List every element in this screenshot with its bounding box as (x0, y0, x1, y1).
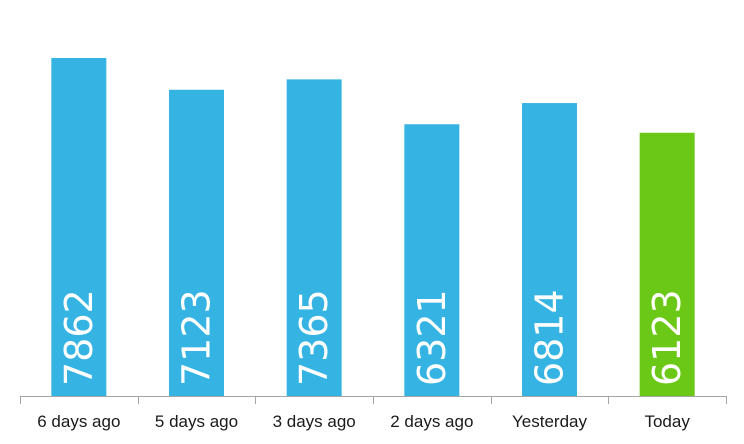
value-label: 7365 (292, 289, 336, 386)
category-label: 3 days ago (273, 412, 356, 431)
bar-3-days-ago (286, 79, 342, 397)
bars-group (51, 58, 695, 397)
value-label: 6814 (528, 289, 572, 386)
value-labels-group: 7862 7123 7365 6321 6814 6123 (57, 289, 689, 386)
value-label: 7862 (57, 289, 101, 386)
value-label: 7123 (175, 289, 219, 386)
bar-today (639, 132, 695, 397)
bar-yesterday (522, 103, 577, 396)
category-label: 5 days ago (155, 412, 238, 431)
category-label: 6 days ago (37, 412, 120, 431)
category-label: Yesterday (512, 412, 587, 431)
x-axis (20, 396, 727, 404)
category-label: Today (644, 412, 690, 431)
bar-2-days-ago (404, 124, 460, 396)
value-label: 6123 (645, 289, 689, 386)
bar-5-days-ago (169, 89, 224, 396)
bar-6-days-ago (51, 58, 107, 396)
category-label: 2 days ago (390, 412, 473, 431)
category-labels-group: 6 days ago 5 days ago 3 days ago 2 days ago… (37, 412, 690, 431)
value-label: 6321 (410, 289, 454, 386)
